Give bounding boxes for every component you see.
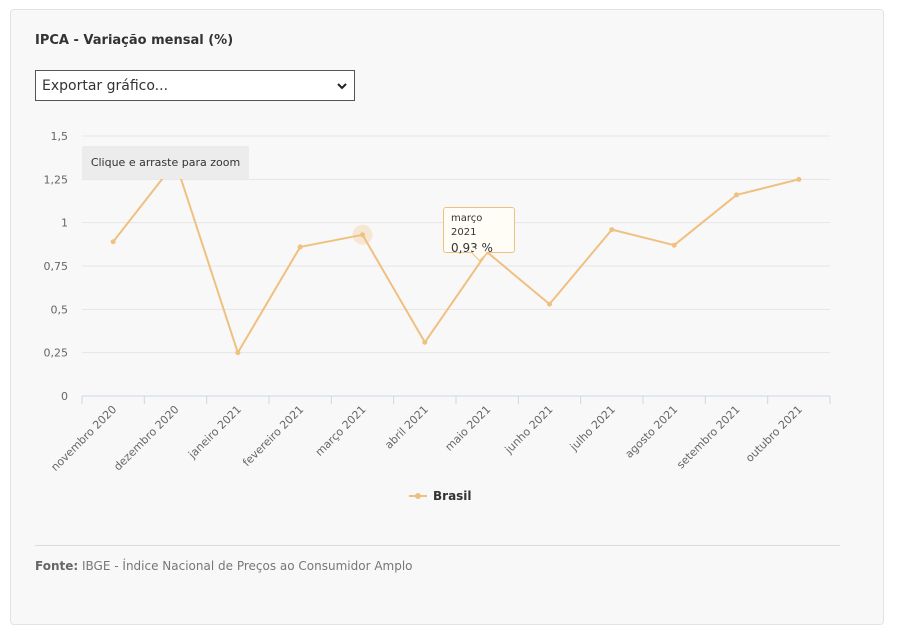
y-tick-label: 0,5 xyxy=(51,303,69,316)
x-tick-label: maio 2021 xyxy=(443,403,494,454)
series-line-brasil[interactable] xyxy=(112,161,800,354)
x-tick-label: janeiro 2021 xyxy=(185,403,244,462)
legend-label: Brasil xyxy=(433,489,472,503)
chevron-down-icon xyxy=(337,82,347,89)
y-tick-label: 1,5 xyxy=(51,130,69,143)
source-note: Fonte: IBGE - Índice Nacional de Preços … xyxy=(35,559,413,573)
y-tick-label: 1 xyxy=(61,217,68,230)
source-text: IBGE - Índice Nacional de Preços ao Cons… xyxy=(82,559,413,573)
x-tick-label: março 2021 xyxy=(313,403,369,459)
x-tick-label: novembro 2020 xyxy=(48,403,119,474)
y-tick-label: 0,25 xyxy=(44,347,69,360)
y-tick-label: 0 xyxy=(61,390,68,403)
data-point[interactable] xyxy=(796,176,802,182)
chart-tooltip: março 2021 0,93 % xyxy=(443,207,515,255)
data-point[interactable] xyxy=(609,227,615,233)
chart-card xyxy=(10,9,884,625)
legend-swatch xyxy=(409,491,427,501)
data-point[interactable] xyxy=(547,301,552,307)
data-point[interactable] xyxy=(360,232,365,238)
data-point[interactable] xyxy=(110,239,116,245)
x-tick-label: dezembro 2020 xyxy=(111,403,181,473)
data-point[interactable] xyxy=(235,350,241,356)
x-tick-label: junho 2021 xyxy=(502,403,556,457)
x-tick-label: fevereiro 2021 xyxy=(240,403,306,469)
zoom-hint: Clique e arraste para zoom xyxy=(82,146,249,179)
tooltip-date: março 2021 xyxy=(451,213,483,238)
data-point[interactable] xyxy=(297,244,303,250)
legend-item-brasil[interactable]: Brasil xyxy=(409,489,472,503)
x-tick-label: setembro 2021 xyxy=(674,403,742,471)
data-point[interactable] xyxy=(422,339,428,345)
footer-divider xyxy=(35,545,840,546)
y-tick-label: 0,75 xyxy=(44,260,69,273)
export-chart-select[interactable]: Exportar gráfico... xyxy=(35,70,355,101)
x-tick-label: agosto 2021 xyxy=(623,403,681,461)
y-tick-label: 1,25 xyxy=(44,173,69,186)
tooltip-value: 0,93 % xyxy=(451,241,493,255)
source-label: Fonte: xyxy=(35,559,79,573)
x-tick-label: outubro 2021 xyxy=(743,403,805,465)
x-tick-label: julho 2021 xyxy=(567,403,618,454)
x-tick-label: abril 2021 xyxy=(382,403,431,452)
data-point[interactable] xyxy=(671,242,677,248)
chart-title: IPCA - Variação mensal (%) xyxy=(35,33,234,48)
export-select-label: Exportar gráfico... xyxy=(42,77,169,94)
data-point[interactable] xyxy=(734,192,739,198)
